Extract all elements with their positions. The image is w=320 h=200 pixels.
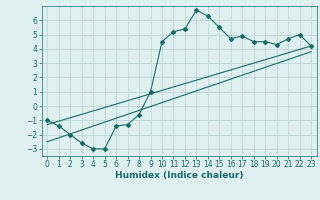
X-axis label: Humidex (Indice chaleur): Humidex (Indice chaleur) (115, 171, 244, 180)
